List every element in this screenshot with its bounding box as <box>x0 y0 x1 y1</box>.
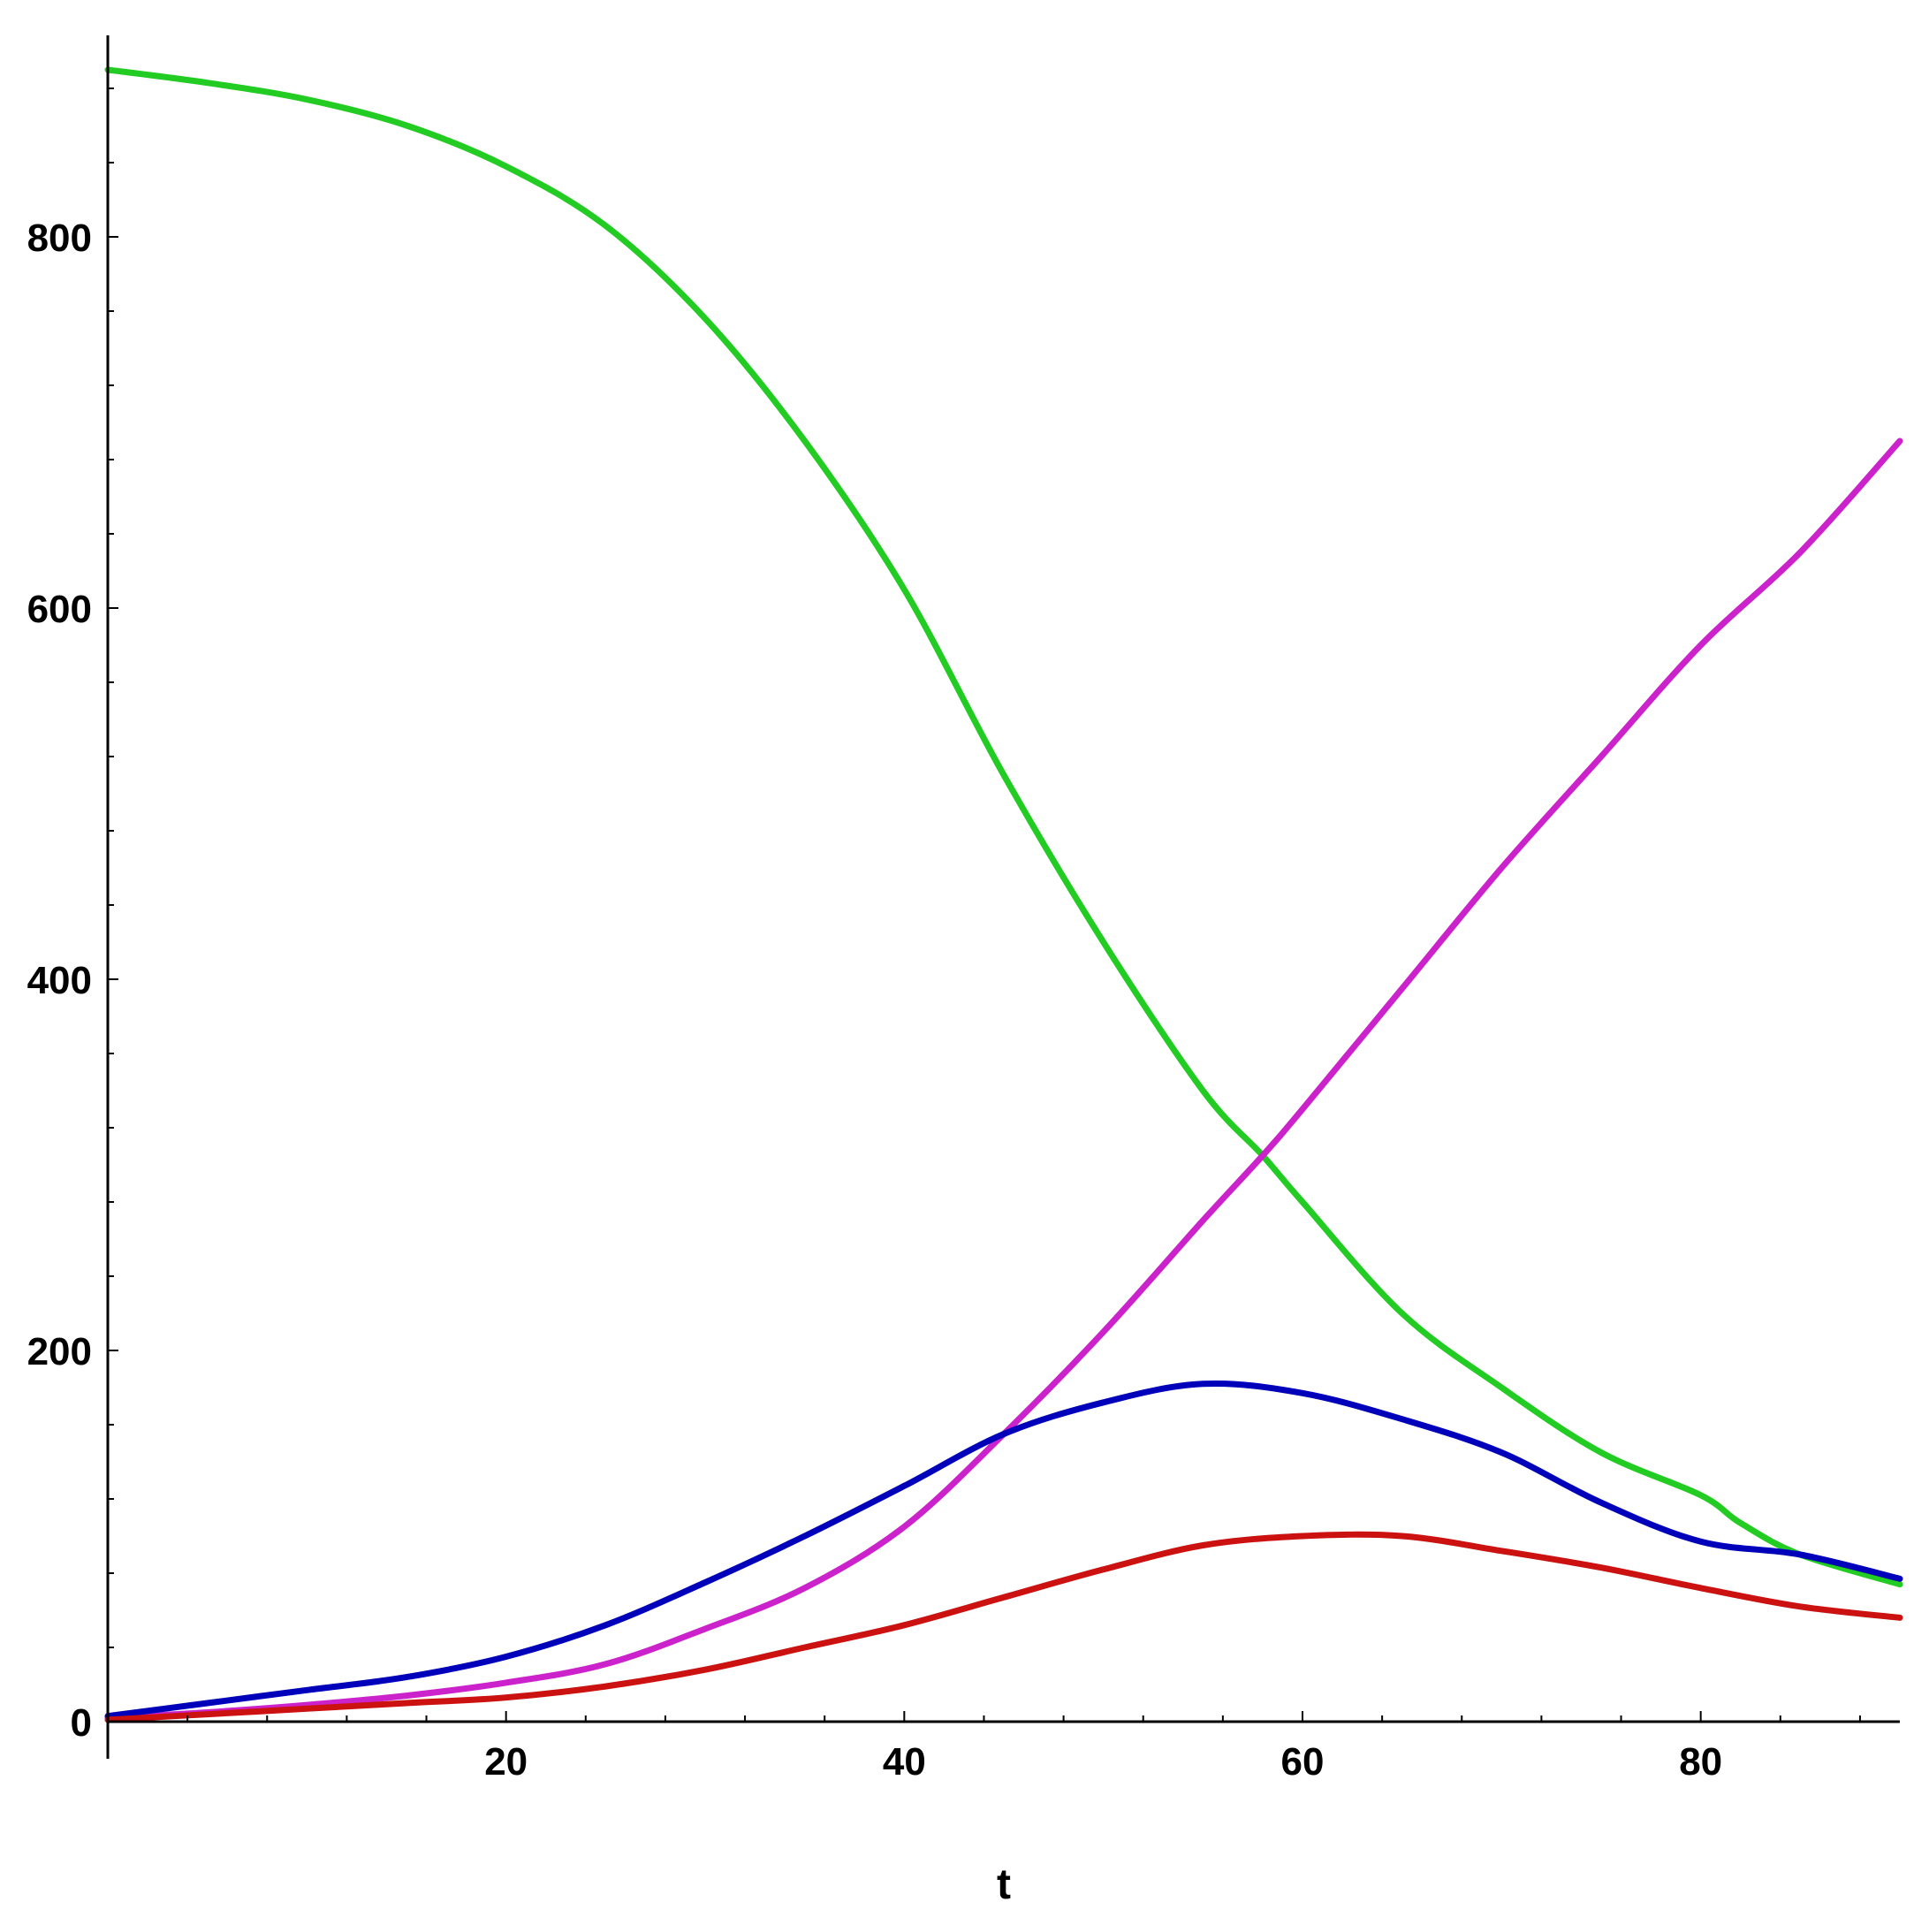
x-tick-label: 20 <box>484 1740 528 1784</box>
y-tick-label: 600 <box>27 588 92 631</box>
x-tick-label: 80 <box>1679 1740 1722 1784</box>
y-tick-label: 400 <box>27 959 92 1002</box>
series-line-2 <box>104 437 1903 1722</box>
series-line-3 <box>104 1380 1903 1720</box>
ticks-layer: 0 200 400 600 800 20 40 60 80 <box>27 87 1861 1784</box>
y-tick-label: 0 <box>71 1701 92 1745</box>
y-tick-label: 200 <box>27 1330 92 1373</box>
y-tick-label: 800 <box>27 217 92 260</box>
x-axis-title: t <box>997 1861 1011 1908</box>
x-tick-label: 40 <box>883 1740 926 1784</box>
series-line-4 <box>104 1531 1903 1723</box>
series-line-1 <box>104 66 1903 1588</box>
axes-layer <box>106 35 1900 1759</box>
series-layer <box>104 66 1903 1723</box>
x-tick-label: 60 <box>1281 1740 1325 1784</box>
